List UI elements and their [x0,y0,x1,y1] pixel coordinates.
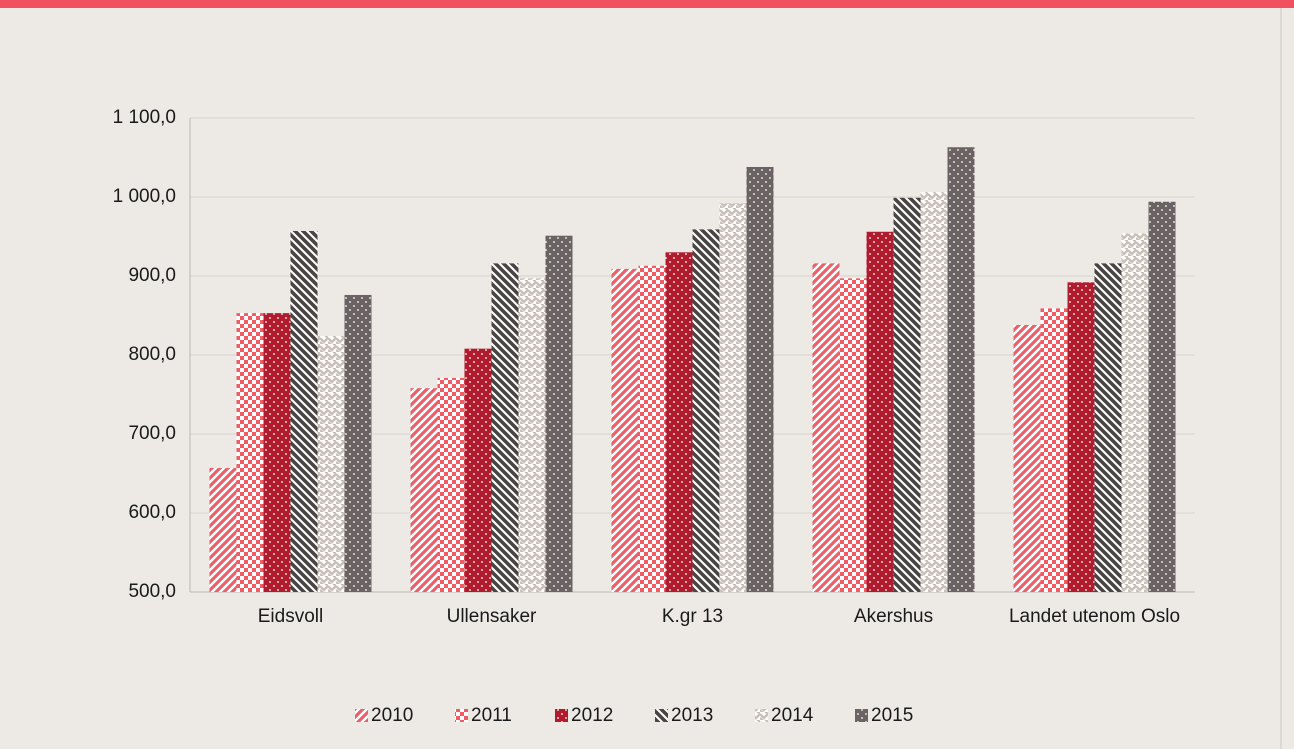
x-tick-label: K.gr 13 [661,606,724,627]
border [1280,8,1282,749]
x-tick-label: Eidsvoll [257,606,324,627]
bar [812,263,840,592]
legend-swatch [655,709,668,722]
y-tick-label: 1 100,0 [113,107,176,128]
bar [464,348,492,592]
bar [437,377,465,592]
bar [920,192,948,592]
legend-label: 2011 [471,705,512,726]
legend-label: 2015 [871,705,913,726]
bar [209,467,237,592]
bar [1067,282,1095,592]
bar [692,229,720,592]
bar [839,278,867,592]
header-bar [0,0,1294,8]
bar [290,230,318,592]
x-tick-label: Landet utenom Oslo [1008,606,1181,627]
bar [263,313,291,592]
bar [1148,201,1176,593]
y-tick-label: 1 000,0 [113,186,176,207]
legend-swatch [755,709,768,722]
bar [638,265,666,592]
bar [866,231,894,592]
bar [344,294,372,592]
bar [317,336,345,592]
y-tick-label: 900,0 [128,265,176,286]
bar [947,147,975,593]
bar [1013,324,1041,592]
bar [746,166,774,593]
legend-label: 2012 [571,705,613,726]
bar [410,388,438,592]
bar [236,313,264,592]
bar [518,278,546,592]
bar [611,268,639,592]
bar [665,252,693,593]
x-tick-label: Akershus [853,606,934,627]
y-tick-label: 800,0 [128,344,176,365]
legend-label: 2010 [371,705,413,726]
bar [719,203,747,592]
legend-swatch [355,709,368,722]
bar [491,263,519,592]
legend-swatch [855,709,868,722]
bar [1094,263,1122,592]
y-tick-label: 500,0 [128,581,176,602]
bar [1040,308,1068,592]
legend-swatch [555,709,568,722]
y-tick-label: 700,0 [128,423,176,444]
legend-swatch [455,709,468,722]
legend-label: 2014 [771,705,814,726]
legend-label: 2013 [671,705,713,726]
y-tick-label: 600,0 [128,502,176,523]
bar [1121,233,1149,592]
bar [545,235,573,592]
x-tick-label: Ullensaker [446,606,537,627]
bar [893,197,921,593]
